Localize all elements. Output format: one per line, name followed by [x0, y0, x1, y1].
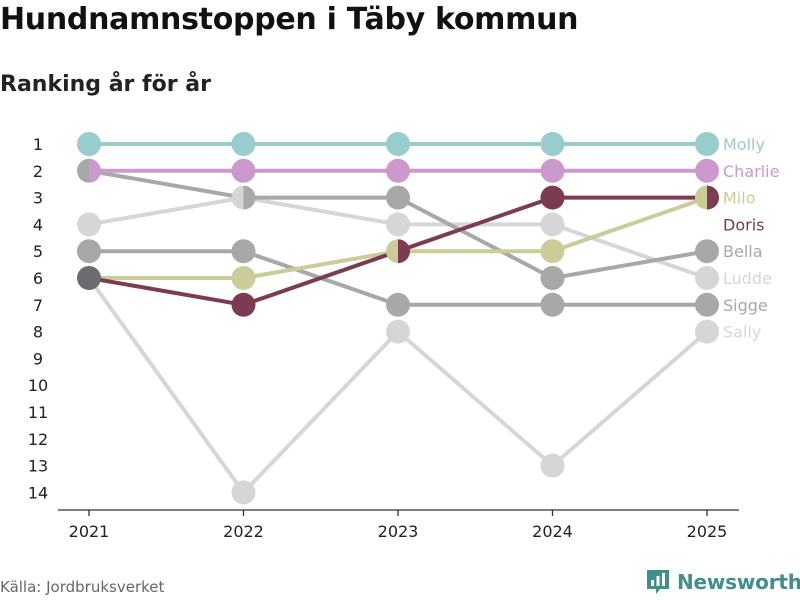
y-tick-label: 7 — [33, 296, 43, 315]
marker-2022-ludde — [231, 185, 244, 210]
marker-2021-shared — [77, 266, 101, 290]
x-tick-label: 2021 — [69, 522, 110, 541]
marker-2025-sigge — [695, 292, 719, 317]
end-label-doris: Doris — [723, 215, 764, 234]
marker-2024-doris — [540, 185, 565, 210]
end-label-molly: Molly — [723, 135, 765, 154]
series-markers — [77, 132, 719, 505]
y-tick-label: 11 — [28, 403, 48, 422]
marker-2024-milo — [540, 239, 565, 264]
y-tick-label: 4 — [33, 215, 43, 234]
marker-2024-charlie — [540, 158, 565, 183]
marker-2022-milo — [231, 266, 256, 290]
y-tick-label: 1 — [33, 135, 43, 154]
y-tick-label: 14 — [28, 483, 48, 502]
y-tick-label: 5 — [33, 242, 43, 261]
marker-2021-sigge — [77, 239, 101, 264]
end-label-sally: Sally — [723, 323, 761, 342]
marker-2022-sally — [231, 480, 256, 505]
y-tick-label: 10 — [28, 376, 48, 395]
marker-2023-doris — [398, 239, 410, 264]
y-tick-label: 3 — [33, 189, 43, 208]
marker-2021-ludde — [77, 212, 101, 237]
marker-2022-sigge — [231, 239, 256, 264]
y-tick-label: 12 — [28, 430, 48, 449]
marker-2025-charlie — [695, 158, 719, 183]
x-tick-label: 2022 — [223, 522, 264, 541]
marker-2024-bella — [540, 266, 565, 290]
end-label-milo: Milo — [723, 189, 755, 208]
x-tick-label: 2024 — [532, 522, 573, 541]
marker-2022-charlie — [231, 158, 256, 183]
marker-2022-bella — [243, 185, 256, 210]
end-label-bella: Bella — [723, 242, 763, 261]
marker-2024-sigge — [540, 292, 565, 317]
source-note: Källa: Jordbruksverket — [0, 578, 165, 596]
end-label-ludde: Ludde — [723, 269, 772, 288]
marker-2023-charlie — [386, 158, 410, 183]
marker-2025-sally — [695, 319, 719, 344]
end-label-sigge: Sigge — [723, 296, 768, 315]
marker-2021-charlie — [89, 158, 101, 183]
brand-logo: Newsworthy — [645, 568, 800, 596]
marker-2023-sally — [386, 319, 410, 344]
y-tick-label: 13 — [28, 457, 48, 476]
marker-2024-ludde — [540, 212, 565, 237]
marker-2025-doris — [707, 185, 719, 210]
marker-2025-bella — [695, 239, 719, 264]
marker-2021-bella — [77, 158, 89, 183]
chart-subtitle: Ranking år för år — [0, 72, 211, 97]
marker-2021-molly — [77, 132, 101, 156]
y-tick-label: 8 — [33, 323, 43, 342]
marker-2024-molly — [540, 132, 565, 156]
x-axis: 2021 2022 2023 2024 2025 — [58, 509, 739, 541]
marker-2023-milo — [386, 239, 398, 264]
marker-2025-molly — [695, 132, 719, 156]
x-tick-label: 2025 — [687, 522, 728, 541]
end-labels: Molly Charlie Milo Doris Bella Ludde Sigge Sall… — [723, 135, 779, 342]
x-tick-label: 2023 — [378, 522, 419, 541]
y-tick-label: 9 — [33, 349, 43, 368]
marker-2025-milo — [695, 185, 707, 210]
brand-name: Newsworthy — [677, 570, 800, 594]
newsworthy-icon — [647, 570, 669, 594]
marker-2025-ludde — [695, 266, 719, 290]
end-label-charlie: Charlie — [723, 162, 779, 181]
marker-2023-molly — [386, 132, 410, 156]
marker-2022-molly — [231, 132, 256, 156]
marker-2023-sigge — [386, 292, 410, 317]
y-tick-label: 6 — [33, 269, 43, 288]
marker-2023-bella — [386, 185, 410, 210]
chart-title: Hundnamnstoppen i Täby kommun — [0, 2, 579, 37]
marker-2023-ludde — [386, 212, 410, 237]
marker-2022-doris — [231, 292, 256, 317]
marker-2024-sally — [540, 453, 565, 478]
y-tick-label: 2 — [33, 162, 43, 181]
